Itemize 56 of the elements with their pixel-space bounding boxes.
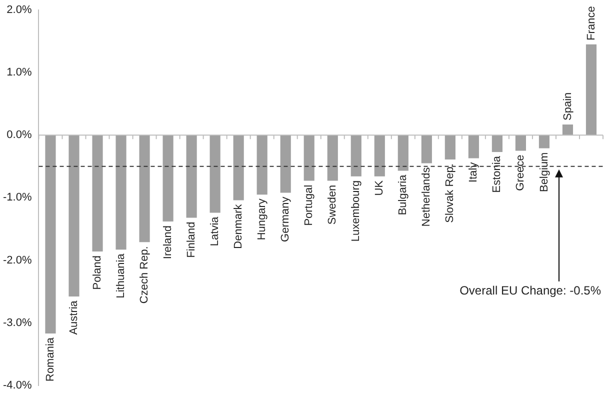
bar bbox=[444, 135, 456, 160]
bar bbox=[304, 135, 314, 181]
bar bbox=[186, 135, 197, 218]
x-tick-label: Sweden bbox=[326, 184, 339, 225]
x-tick-label: UK bbox=[374, 180, 386, 196]
y-tick-label: -2.0% bbox=[2, 254, 32, 266]
bar bbox=[162, 135, 174, 222]
x-tick-label: Denmark bbox=[232, 204, 245, 249]
bar bbox=[468, 135, 479, 158]
y-tick-label: -1.0% bbox=[2, 192, 32, 204]
bar bbox=[350, 135, 362, 176]
x-tick-label: Hungary bbox=[256, 198, 268, 240]
bar bbox=[492, 135, 502, 152]
x-tick-label: France bbox=[585, 6, 598, 40]
y-tick-label: 1.0% bbox=[6, 66, 32, 79]
bar bbox=[45, 135, 56, 334]
bar bbox=[210, 135, 220, 213]
y-tick-label: 2.0% bbox=[6, 4, 32, 16]
bar bbox=[116, 135, 126, 250]
x-tick-label: Ireland bbox=[162, 225, 174, 260]
x-tick-label: Netherlands bbox=[420, 166, 433, 227]
bar bbox=[398, 135, 408, 171]
x-tick-label: Romania bbox=[44, 336, 57, 382]
bar bbox=[233, 135, 244, 200]
bar bbox=[421, 135, 432, 164]
x-tick-label: Slovak Rep. bbox=[444, 164, 456, 223]
x-tick-label: Bulgaria bbox=[397, 174, 410, 216]
y-tick-label: -4.0% bbox=[2, 379, 32, 392]
y-tick-label: 0.0% bbox=[6, 129, 32, 142]
x-tick-label: Austria bbox=[68, 300, 80, 335]
x-tick-label: Luxembourg bbox=[350, 180, 362, 242]
bar bbox=[139, 135, 150, 242]
x-tick-label: Czech Rep. bbox=[138, 246, 151, 304]
bar bbox=[538, 135, 550, 148]
y-tick-label: -3.0% bbox=[2, 316, 32, 329]
x-tick-label: Poland bbox=[92, 256, 104, 290]
bar bbox=[374, 135, 385, 176]
bar bbox=[586, 44, 597, 136]
x-tick-label: Estonia bbox=[491, 155, 504, 193]
bar bbox=[515, 135, 526, 151]
x-tick-label: Lithuania bbox=[115, 252, 128, 298]
bar bbox=[68, 135, 80, 297]
x-tick-label: Greece bbox=[514, 154, 527, 191]
x-tick-label: Latvia bbox=[209, 216, 222, 246]
bar bbox=[327, 135, 338, 181]
bar bbox=[256, 135, 268, 195]
x-tick-label: Spain bbox=[562, 92, 574, 120]
x-tick-label: Italy bbox=[468, 162, 480, 182]
x-tick-label: Belgium bbox=[538, 152, 550, 192]
ref-line-label: Overall EU Change: -0.5% bbox=[460, 284, 602, 298]
bar bbox=[92, 135, 103, 252]
bar bbox=[562, 124, 574, 136]
x-tick-label: Finland bbox=[186, 222, 198, 258]
bar bbox=[280, 135, 291, 193]
x-tick-label: Germany bbox=[280, 196, 292, 242]
x-tick-label: Portugal bbox=[303, 184, 316, 226]
